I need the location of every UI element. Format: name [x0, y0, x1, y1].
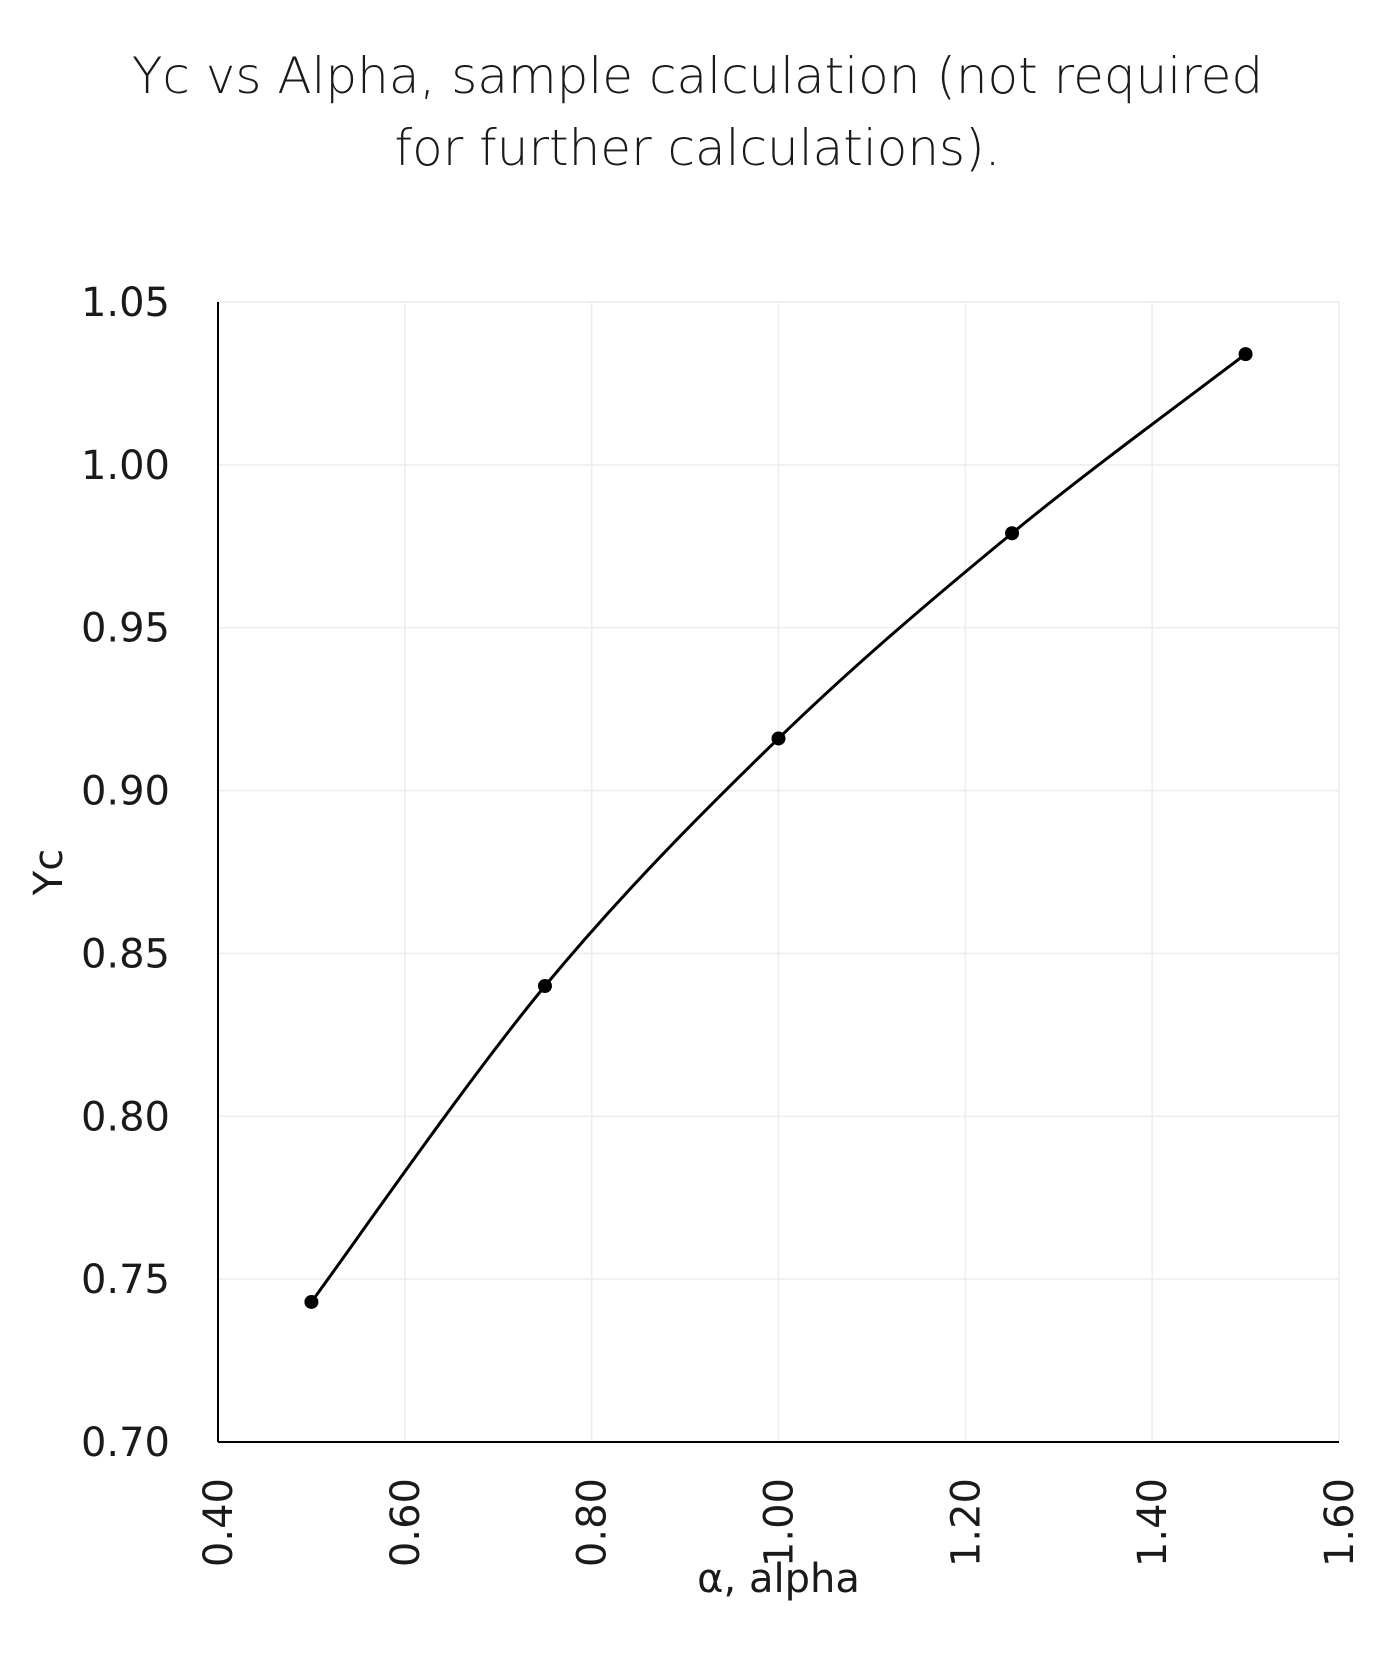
x-tick-labels: 0.40 0.60 0.80 1.00 1.20 1.40 1.60	[196, 1478, 1363, 1567]
chart-title-line-1: Yc vs Alpha, sample calculation (not req…	[131, 47, 1264, 105]
y-axis-label: Yc	[26, 849, 72, 896]
data-point	[1238, 347, 1253, 362]
y-tick-label: 0.70	[81, 1420, 170, 1466]
data-points	[304, 347, 1253, 1309]
y-tick-label: 0.85	[81, 931, 170, 977]
chart-title-line-2: for further calculations).	[394, 119, 1001, 177]
x-tick-label: 1.40	[1130, 1478, 1176, 1567]
y-tick-label: 1.05	[81, 280, 170, 326]
y-tick-label: 0.80	[81, 1094, 170, 1140]
chart-title: Yc vs Alpha, sample calculation (not req…	[0, 40, 1395, 184]
x-tick-label: 1.60	[1317, 1478, 1363, 1567]
data-point	[771, 731, 786, 746]
x-tick-label: 0.60	[383, 1478, 429, 1567]
y-tick-label: 0.75	[81, 1257, 170, 1303]
y-tick-label: 1.00	[81, 443, 170, 489]
data-point	[1005, 526, 1020, 541]
x-axis-label: α, alpha	[697, 1556, 860, 1602]
grid-lines	[217, 301, 1340, 1443]
x-tick-label: 1.00	[757, 1478, 803, 1567]
series-line	[310, 352, 1247, 1303]
x-tick-label: 1.20	[943, 1478, 989, 1567]
y-tick-label: 0.95	[81, 606, 170, 652]
data-point	[537, 979, 552, 993]
y-tick-label: 0.90	[81, 769, 170, 815]
axes	[217, 302, 1339, 1443]
data-point	[304, 1294, 319, 1309]
x-tick-label: 0.40	[196, 1478, 242, 1567]
y-tick-labels: 0.70 0.75 0.80 0.85 0.90 0.95 1.00 1.05	[81, 280, 170, 1466]
x-tick-label: 0.80	[570, 1478, 616, 1567]
